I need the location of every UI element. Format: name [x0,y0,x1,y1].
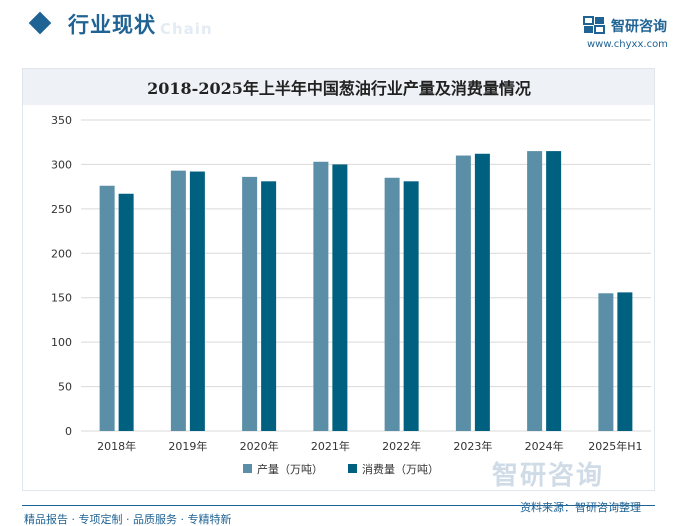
bar-production [527,151,543,431]
legend-label: 消费量（万吨） [362,462,439,476]
x-tick-label: 2023年 [453,439,492,453]
section-title: 行业现状 [68,13,156,37]
y-tick-label: 50 [58,381,72,394]
brand-url: www.chyxx.com [587,39,668,50]
y-tick-label: 350 [51,114,72,127]
chart-frame: 2018-2025年上半年中国葱油行业产量及消费量情况 0 50 100 150 200 2… [22,68,655,491]
bar-consumption [332,164,348,431]
data-source: 资料来源：智研咨询整理 [520,501,641,514]
bar-production [455,155,471,431]
bar-consumption [474,153,490,431]
bar-consumption [189,171,205,431]
bar-production [384,177,400,431]
brand-watermark: 智研咨询 [492,461,605,491]
bar-consumption [118,193,134,431]
x-tick-label: 2025年H1 [588,439,642,453]
legend-swatch [243,464,252,473]
x-tick-label: 2018年 [97,439,136,453]
brand-logo-icon [583,16,605,34]
bar-production [170,170,186,432]
title-watermark: Chain [160,20,213,38]
x-tick-label: 2021年 [311,439,350,453]
x-tick-label: 2022年 [382,439,421,453]
header: 行业现状 Chain 智研咨询 www.chyxx.com [0,0,677,58]
bar-consumption [546,151,562,431]
chart: 2018-2025年上半年中国葱油行业产量及消费量情况 0 50 100 150 200 2… [23,69,654,476]
bar-consumption [261,181,277,431]
chart-title-band [23,69,654,105]
y-tick-label: 100 [51,336,72,349]
footer-divider [22,505,655,506]
x-tick-label: 2019年 [168,439,207,453]
chart-title: 2018-2025年上半年中国葱油行业产量及消费量情况 [147,79,531,98]
x-tick-label: 2020年 [240,439,279,453]
y-tick-label: 200 [51,247,72,260]
y-tick-label: 250 [51,203,72,216]
bar-consumption [403,181,419,431]
y-tick-label: 150 [51,292,72,305]
bar-production [598,293,614,431]
legend-label: 产量（万吨） [257,462,323,476]
brand-name: 智研咨询 [611,19,667,35]
x-tick-label: 2024年 [525,439,564,453]
footer-tagline: 精品报告 · 专项定制 · 品质服务 · 专精特新 [24,513,232,526]
bar-consumption [617,292,633,431]
bar-production [242,176,258,431]
diamond-icon [28,11,52,35]
legend-swatch [348,464,357,473]
bar-production [313,161,329,431]
y-tick-label: 0 [65,425,72,438]
y-tick-label: 300 [51,158,72,171]
bar-production [99,185,115,431]
